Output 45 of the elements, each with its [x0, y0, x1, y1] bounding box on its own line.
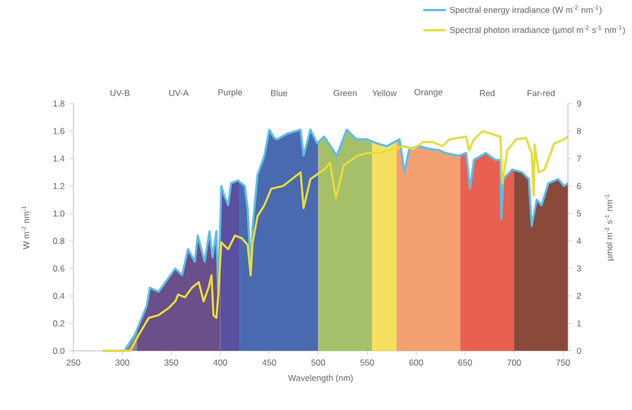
y2-tick-label: 1: [577, 320, 581, 326]
y2-tick-label: 4: [576, 238, 582, 244]
y2-tick-label: 9: [577, 100, 581, 106]
y-tick-label: 0.0: [53, 348, 64, 354]
band-label: Blue: [271, 90, 288, 96]
x-tick-label: 350: [164, 359, 178, 366]
y-tick-label: 0.6: [53, 265, 64, 272]
y2-tick-label: 6: [577, 182, 582, 189]
x-tick-label: 450: [262, 359, 276, 366]
y-tick-label: 1.4: [53, 155, 64, 162]
x-axis-title: Wavelength (nm): [288, 374, 353, 382]
legend-label: Spectral energy irradiance (W m$^{-2}$ nm$^{-1}$): [450, 5, 602, 14]
y2-tick-label: 2: [577, 292, 581, 299]
x-tick-label: 700: [507, 359, 521, 366]
band-label: UV-B: [110, 90, 130, 96]
band-label: Purple: [218, 88, 242, 97]
band-label: Yellow: [372, 90, 397, 96]
y-tick-label: 0.8: [53, 238, 64, 244]
y2-tick-label: 7: [577, 155, 581, 162]
y-tick-label: 0.4: [53, 292, 64, 299]
y2-tick-label: 5: [576, 210, 582, 216]
band-label: Green: [334, 90, 357, 96]
y2-tick-label: 8: [576, 128, 582, 134]
y-axis-title: W m$^{-2}$ nm$^{-1}$: [22, 206, 30, 250]
x-tick-label: 750: [556, 359, 570, 366]
y-tick-label: 1.8: [53, 100, 64, 106]
band-label: Far-red: [528, 90, 555, 96]
band-label: Orange: [414, 88, 442, 97]
x-tick-label: 600: [409, 359, 423, 366]
y-tick-label: 1.6: [53, 128, 64, 134]
x-tick-label: 300: [116, 359, 130, 366]
x-tick-label: 400: [213, 359, 228, 366]
x-tick-label: 250: [66, 359, 80, 366]
y2-tick-label: 0: [576, 348, 582, 354]
x-tick-label: 500: [311, 359, 326, 366]
band-label: Red: [480, 90, 495, 96]
y-tick-label: 1.2: [53, 182, 64, 189]
y-tick-label: 0.2: [53, 320, 64, 326]
band-label: UV-A: [169, 90, 189, 96]
x-tick-label: 550: [360, 359, 374, 366]
legend-label: Spectral photon irradiance (µmol m$^{-2}$ s$^{-1}$ nm$^{-1}$): [450, 25, 625, 35]
x-tick-label: 650: [458, 359, 472, 366]
y2-tick-label: 3: [576, 265, 582, 272]
y-tick-label: 1.0: [53, 210, 64, 216]
y2-axis-title: µmol m$^{-2}$ s$^{-1}$ nm$^{-1}$: [604, 194, 614, 260]
